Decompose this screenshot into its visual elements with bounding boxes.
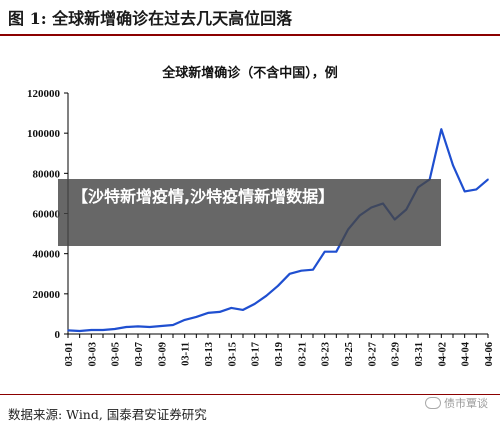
data-point: [125, 326, 128, 328]
data-point: [277, 285, 279, 287]
data-point: [195, 316, 198, 318]
x-tick-label: 03-15: [227, 342, 238, 367]
data-point: [440, 128, 443, 130]
data-point: [137, 325, 139, 328]
data-point: [242, 309, 244, 311]
x-tick-label: 04-02: [437, 342, 448, 367]
data-point: [113, 328, 116, 330]
data-point: [183, 319, 186, 321]
x-tick-label: 03-25: [344, 342, 355, 367]
x-tick-label: 04-06: [484, 342, 495, 367]
data-source: 数据来源: Wind, 国泰君安证券研究: [8, 407, 207, 422]
data-point: [160, 325, 163, 327]
data-point: [230, 307, 233, 309]
data-point: [102, 329, 104, 331]
x-tick-label: 03-31: [414, 342, 425, 367]
y-tick-label: 0: [55, 329, 61, 341]
data-point: [78, 330, 81, 332]
x-tick-label: 03-07: [134, 342, 145, 367]
data-point: [172, 324, 174, 326]
x-tick-label: 03-11: [181, 342, 192, 366]
x-tick-label: 03-19: [274, 342, 285, 367]
x-axis-ticks: 03-01 03-03 03-05 03-07 03-09 03-11 03-13 03-15…: [64, 334, 495, 367]
data-point: [335, 250, 338, 253]
watermark: 债市覃谈: [425, 395, 488, 411]
y-axis-ticks: 0 20000 40000 60000 80000 100000 120000: [27, 88, 68, 341]
data-point: [463, 190, 466, 193]
watermark-text: 债市覃谈: [444, 397, 488, 410]
data-point: [207, 312, 209, 314]
figure-header: 图 1: 全球新增确诊在过去几天高位回落: [0, 0, 500, 36]
chart-title: 全球新增确诊（不含中国），例: [162, 66, 338, 81]
x-tick-label: 03-05: [111, 342, 122, 367]
x-tick-label: 03-03: [87, 342, 98, 367]
y-tick-label: 40000: [33, 249, 61, 261]
data-point: [253, 303, 256, 305]
data-point: [487, 178, 489, 181]
x-tick-label: 03-09: [157, 342, 168, 367]
data-point: [452, 164, 454, 167]
x-tick-label: 03-23: [321, 342, 332, 367]
data-point: [90, 329, 93, 331]
data-point: [312, 268, 314, 271]
data-point: [475, 188, 478, 191]
x-tick-label: 03-27: [367, 342, 378, 367]
x-tick-label: 04-04: [461, 341, 472, 366]
x-tick-label: 03-13: [204, 342, 215, 367]
x-tick-label: 03-29: [391, 342, 402, 367]
footer-divider: [0, 394, 500, 395]
y-tick-label: 60000: [33, 209, 61, 221]
data-point: [265, 295, 268, 297]
y-tick-label: 100000: [27, 128, 61, 140]
y-tick-label: 80000: [33, 168, 61, 180]
x-tick-label: 03-01: [64, 342, 75, 367]
figure-title: 图 1: 全球新增确诊在过去几天高位回落: [8, 9, 293, 28]
y-tick-label: 20000: [33, 289, 61, 301]
wechat-icon: [425, 397, 441, 409]
x-tick-label: 03-17: [251, 342, 262, 367]
data-point: [300, 269, 303, 272]
data-point: [323, 250, 326, 253]
data-point: [67, 329, 69, 332]
data-point: [218, 311, 221, 313]
data-point: [148, 326, 151, 328]
x-tick-label: 03-21: [297, 342, 308, 367]
y-tick-label: 120000: [27, 88, 61, 100]
article-title-overlay[interactable]: 【沙特新增疫情,沙特疫情新增数据】: [58, 179, 441, 246]
data-point: [288, 272, 291, 275]
